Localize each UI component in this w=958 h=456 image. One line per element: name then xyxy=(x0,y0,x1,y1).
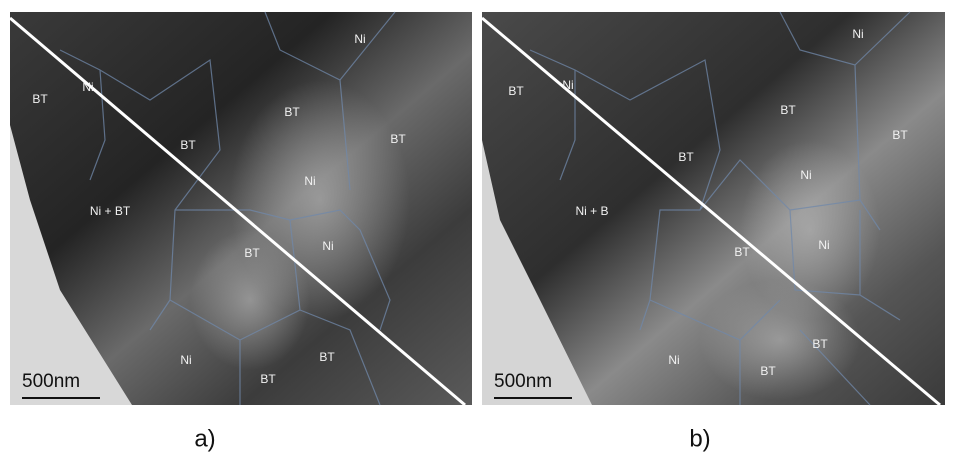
phase-label: Ni + B xyxy=(575,204,608,218)
phase-label: BT xyxy=(260,372,276,386)
phase-label: BT xyxy=(284,105,300,119)
panel-a: 500nm a) xyxy=(10,12,472,452)
scale-bar-label: 500nm xyxy=(22,371,80,392)
scale-bar-label: 500nm xyxy=(494,371,552,392)
phase-label: BT xyxy=(319,350,335,364)
phase-label: BT xyxy=(760,364,776,378)
phase-label: BT xyxy=(244,246,260,260)
phase-label: BT xyxy=(508,84,524,98)
panel-caption: b) xyxy=(689,425,710,452)
phase-label: BT xyxy=(180,138,196,152)
phase-label: Ni xyxy=(852,27,863,41)
phase-label: Ni xyxy=(322,239,333,253)
panel-caption: a) xyxy=(194,425,215,452)
phase-label: BT xyxy=(812,337,828,351)
phase-label: BT xyxy=(390,132,406,146)
phase-label: BT xyxy=(678,150,694,164)
panel-b: 500nm b) xyxy=(482,12,945,452)
phase-label: BT xyxy=(32,92,48,106)
figure: 500nm a) 500nm b) BT Ni BT BT Ni BT Ni Ni + BT B… xyxy=(0,0,958,456)
bright-region xyxy=(700,280,860,400)
phase-label: Ni xyxy=(82,80,93,94)
phase-label: BT xyxy=(780,103,796,117)
phase-label: BT xyxy=(892,128,908,142)
phase-label: Ni xyxy=(800,168,811,182)
phase-label: Ni xyxy=(180,353,191,367)
phase-label: Ni xyxy=(818,238,829,252)
phase-label: Ni xyxy=(354,32,365,46)
phase-label: BT xyxy=(734,245,750,259)
phase-label: Ni xyxy=(668,353,679,367)
phase-label: Ni xyxy=(304,174,315,188)
phase-label: Ni + BT xyxy=(90,204,131,218)
phase-label: Ni xyxy=(562,78,573,92)
